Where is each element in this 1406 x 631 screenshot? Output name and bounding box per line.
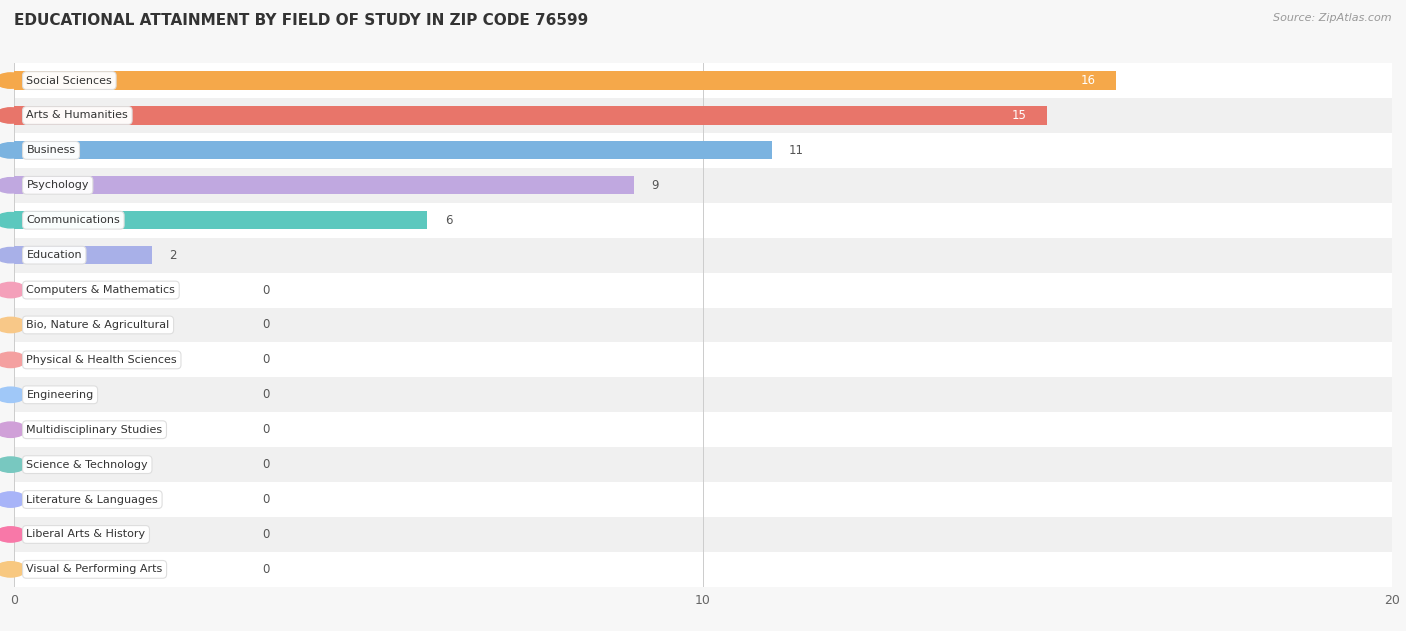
Text: 15: 15	[1012, 109, 1026, 122]
Text: 11: 11	[789, 144, 804, 157]
Bar	[14, 238, 1392, 273]
Bar	[14, 98, 1392, 133]
Circle shape	[0, 352, 25, 368]
Text: 2: 2	[169, 249, 177, 262]
Bar	[14, 273, 1392, 307]
Bar	[14, 482, 1392, 517]
Text: 0: 0	[262, 283, 270, 297]
Text: Communications: Communications	[27, 215, 120, 225]
Text: EDUCATIONAL ATTAINMENT BY FIELD OF STUDY IN ZIP CODE 76599: EDUCATIONAL ATTAINMENT BY FIELD OF STUDY…	[14, 13, 588, 28]
Bar	[14, 552, 1392, 587]
Text: 0: 0	[262, 493, 270, 506]
Bar	[14, 246, 152, 264]
Circle shape	[0, 317, 25, 333]
Bar	[14, 107, 1047, 124]
Text: Social Sciences: Social Sciences	[27, 76, 112, 86]
Circle shape	[0, 247, 25, 263]
Bar	[14, 176, 634, 194]
Text: 0: 0	[262, 528, 270, 541]
Text: Engineering: Engineering	[27, 390, 94, 400]
Circle shape	[0, 282, 25, 298]
Text: 6: 6	[444, 214, 453, 227]
Bar	[14, 141, 772, 160]
Text: Computers & Mathematics: Computers & Mathematics	[27, 285, 176, 295]
Text: 0: 0	[262, 353, 270, 367]
Circle shape	[0, 177, 25, 193]
Circle shape	[0, 387, 25, 403]
Text: Multidisciplinary Studies: Multidisciplinary Studies	[27, 425, 163, 435]
Bar	[14, 203, 1392, 238]
Text: Visual & Performing Arts: Visual & Performing Arts	[27, 564, 163, 574]
Text: Source: ZipAtlas.com: Source: ZipAtlas.com	[1274, 13, 1392, 23]
Bar	[14, 133, 1392, 168]
Circle shape	[0, 143, 25, 158]
Bar	[14, 307, 1392, 343]
Bar	[14, 63, 1392, 98]
Text: Science & Technology: Science & Technology	[27, 459, 148, 469]
Text: 16: 16	[1081, 74, 1095, 87]
Bar	[14, 377, 1392, 412]
Text: Arts & Humanities: Arts & Humanities	[27, 110, 128, 121]
Text: 0: 0	[262, 423, 270, 436]
Circle shape	[0, 562, 25, 577]
Text: Liberal Arts & History: Liberal Arts & History	[27, 529, 146, 540]
Circle shape	[0, 422, 25, 437]
Text: Business: Business	[27, 145, 76, 155]
Text: 0: 0	[262, 563, 270, 576]
Text: Bio, Nature & Agricultural: Bio, Nature & Agricultural	[27, 320, 170, 330]
Text: Physical & Health Sciences: Physical & Health Sciences	[27, 355, 177, 365]
Circle shape	[0, 73, 25, 88]
Text: 9: 9	[651, 179, 659, 192]
Bar	[14, 211, 427, 229]
Circle shape	[0, 213, 25, 228]
Text: Literature & Languages: Literature & Languages	[27, 495, 159, 505]
Bar	[14, 168, 1392, 203]
Text: 0: 0	[262, 388, 270, 401]
Bar	[14, 412, 1392, 447]
Bar	[14, 447, 1392, 482]
Text: 0: 0	[262, 458, 270, 471]
Circle shape	[0, 527, 25, 542]
Bar	[14, 343, 1392, 377]
Text: Psychology: Psychology	[27, 180, 89, 191]
Text: 0: 0	[262, 319, 270, 331]
Text: Education: Education	[27, 250, 82, 260]
Bar	[14, 517, 1392, 552]
Circle shape	[0, 492, 25, 507]
Circle shape	[0, 108, 25, 123]
Circle shape	[0, 457, 25, 473]
Bar	[14, 71, 1116, 90]
